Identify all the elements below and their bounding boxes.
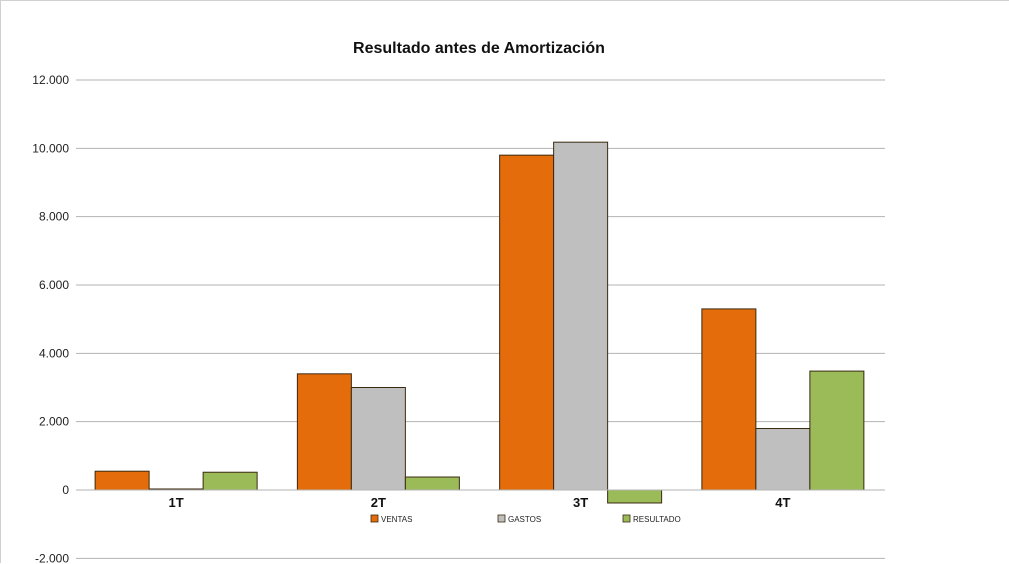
legend-label-ventas: VENTAS [381,515,412,524]
legend: VENTAS GASTOS RESULTADO [370,514,681,524]
y-tick-label: 0 [62,483,69,497]
legend-swatch-gastos [497,514,506,523]
bar-gastos-3t [553,141,609,491]
bar-resultado-2t [404,476,460,491]
x-tick-label: 1T [169,495,184,510]
bars [94,141,865,504]
bar-ventas-4t [701,308,757,491]
x-axis-labels: 1T 2T 3T 4T [169,495,791,510]
bar-ventas-2t [296,373,352,491]
x-tick-label: 4T [775,495,790,510]
y-tick-label: 8.000 [39,210,69,224]
x-tick-label: 2T [371,495,386,510]
y-tick-label: 2.000 [39,415,69,429]
bar-gastos-2t [350,387,406,491]
chart-title: Resultado antes de Amortización [353,40,605,57]
x-tick-label: 3T [573,495,588,510]
y-axis-labels: -2.000 0 2.000 4.000 6.000 8.000 10.000 12.000 [32,73,69,564]
bar-resultado-1t [202,471,258,491]
legend-swatch-resultado [622,514,631,523]
legend-label-resultado: RESULTADO [633,515,681,524]
legend-label-gastos: GASTOS [508,515,541,524]
y-tick-label: -2.000 [35,551,69,564]
gridlines [76,79,885,559]
bar-resultado-4t [809,370,865,491]
y-tick-label: 10.000 [32,141,69,155]
y-tick-label: 4.000 [39,346,69,360]
bar-gastos-4t [755,428,811,491]
y-tick-label: 6.000 [39,278,69,292]
bar-ventas-3t [499,154,555,491]
y-tick-label: 12.000 [32,73,69,87]
legend-swatch-ventas [370,514,379,523]
bar-resultado-3t [607,489,663,504]
bar-ventas-1t [94,470,150,491]
